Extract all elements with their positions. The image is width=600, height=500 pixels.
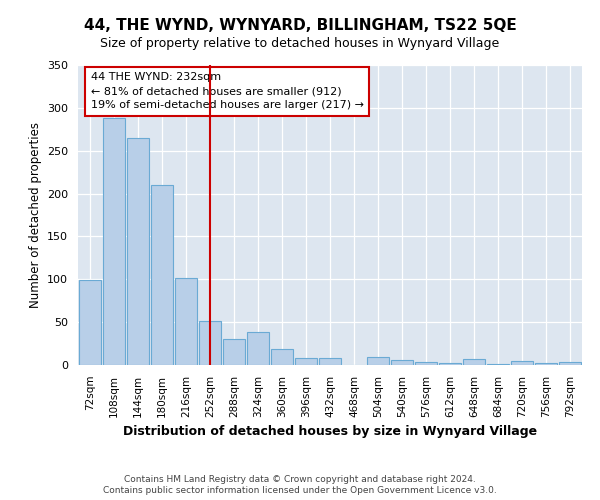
Bar (415, 362, 437, 365)
Bar (295, 358, 317, 365)
Text: 44 THE WYND: 232sqm
← 81% of detached houses are smaller (912)
19% of semi-detac: 44 THE WYND: 232sqm ← 81% of detached ho… (91, 72, 364, 110)
Bar (487, 364, 509, 365)
Bar (367, 358, 389, 365)
Y-axis label: Number of detached properties: Number of detached properties (29, 122, 41, 308)
Bar (463, 359, 485, 365)
Bar (79, 280, 101, 365)
Bar (151, 185, 173, 365)
Text: Contains HM Land Registry data © Crown copyright and database right 2024.: Contains HM Land Registry data © Crown c… (124, 475, 476, 484)
Text: Size of property relative to detached houses in Wynyard Village: Size of property relative to detached ho… (100, 38, 500, 51)
Bar (247, 332, 269, 365)
Bar (535, 364, 557, 365)
Bar (223, 340, 245, 365)
Bar (319, 358, 341, 365)
Bar (103, 118, 125, 365)
Bar (391, 360, 413, 365)
Bar (175, 278, 197, 365)
Bar (199, 322, 221, 365)
Bar (271, 348, 293, 365)
Text: 44, THE WYND, WYNYARD, BILLINGHAM, TS22 5QE: 44, THE WYND, WYNYARD, BILLINGHAM, TS22 … (83, 18, 517, 32)
Bar (127, 138, 149, 365)
Bar (559, 362, 581, 365)
Bar (439, 364, 461, 365)
Bar (511, 360, 533, 365)
X-axis label: Distribution of detached houses by size in Wynyard Village: Distribution of detached houses by size … (123, 425, 537, 438)
Text: Contains public sector information licensed under the Open Government Licence v3: Contains public sector information licen… (103, 486, 497, 495)
